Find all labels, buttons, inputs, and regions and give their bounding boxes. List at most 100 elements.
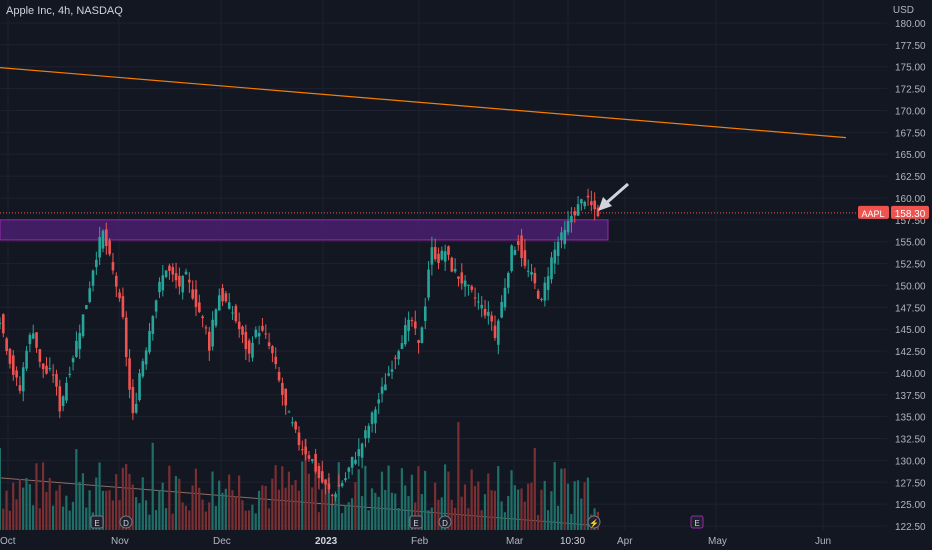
- volume-bar: [208, 502, 211, 530]
- y-tick-label: 147.50: [895, 303, 926, 314]
- candle-body: [244, 331, 248, 350]
- volume-bar: [463, 484, 467, 530]
- volume-bar: [181, 502, 184, 530]
- volume-bar: [247, 510, 251, 530]
- volume-bar: [95, 477, 98, 530]
- candle-body: [310, 459, 314, 462]
- volume-bar: [493, 490, 497, 530]
- candle-body: [497, 320, 500, 345]
- x-tick-label: 10:30: [560, 536, 585, 547]
- candle-body: [297, 432, 301, 446]
- candle-body: [151, 316, 155, 334]
- volume-bar: [424, 470, 427, 530]
- volume-bar: [473, 485, 477, 530]
- annotation-arrow-shaft: [603, 182, 629, 207]
- volume-bar: [218, 480, 221, 530]
- volume-bar: [151, 442, 154, 530]
- volume-bar: [583, 482, 586, 530]
- volume-bar: [500, 501, 503, 530]
- candle-body: [231, 312, 234, 314]
- volume-bar: [201, 499, 204, 530]
- candle-body: [360, 443, 364, 458]
- volume-bar: [241, 500, 244, 530]
- volume-bar: [131, 484, 134, 530]
- volume-bar: [377, 496, 380, 530]
- candle-body: [251, 342, 254, 358]
- x-tick-label: Jun: [815, 536, 831, 547]
- symbol-tag: [858, 205, 889, 219]
- volume-bar: [135, 497, 138, 530]
- volume-bar: [105, 490, 108, 530]
- volume-bar: [71, 501, 75, 530]
- candle-body: [340, 483, 344, 487]
- volume-bar: [354, 482, 357, 530]
- volume-bar: [560, 468, 563, 530]
- candle-body: [55, 374, 58, 387]
- volume-bar: [340, 513, 344, 530]
- candle-body: [410, 319, 414, 321]
- candle-body: [247, 340, 251, 354]
- volume-bar: [98, 462, 101, 530]
- candle-body: [214, 309, 218, 326]
- candle-body: [364, 430, 367, 439]
- volume-bar: [380, 471, 384, 530]
- volume-bar: [234, 496, 237, 530]
- volume-bar: [523, 501, 526, 530]
- candle-body: [11, 355, 15, 375]
- y-tick-label: 162.50: [895, 172, 926, 183]
- volume-bar: [191, 485, 194, 530]
- volume-bar: [321, 489, 324, 530]
- volume-bar: [115, 474, 118, 530]
- candle-body: [18, 385, 22, 391]
- volume-bar: [108, 490, 111, 530]
- volume-bar: [15, 499, 18, 530]
- volume-bar: [22, 487, 25, 530]
- event-label: E: [694, 519, 699, 528]
- candle-body: [530, 271, 533, 275]
- candle-body: [198, 302, 201, 312]
- candle-body: [513, 250, 517, 255]
- event-label: E: [94, 519, 99, 528]
- candle-body: [596, 207, 600, 217]
- candle-body: [277, 371, 281, 381]
- volume-bar: [400, 468, 403, 530]
- candle-body: [98, 236, 101, 258]
- last-price-tag: [891, 205, 929, 219]
- volume-bar: [284, 487, 287, 530]
- volume-bar: [437, 499, 440, 530]
- candle-body: [490, 315, 493, 322]
- volume-bar: [25, 478, 28, 530]
- volume-bar: [347, 502, 350, 530]
- volume-bar: [238, 475, 241, 530]
- volume-bar: [75, 449, 78, 530]
- candle-body: [390, 369, 394, 372]
- volume-bar: [390, 492, 394, 530]
- candle-body: [38, 349, 42, 362]
- candle-body: [291, 422, 294, 424]
- candle-body: [267, 342, 271, 346]
- candle-body: [2, 314, 5, 334]
- volume-bar: [178, 478, 181, 530]
- volume-bar: [48, 478, 51, 530]
- volume-bar: [261, 485, 264, 530]
- volume-bar: [32, 505, 35, 530]
- volume-bar: [470, 469, 473, 530]
- candle-body: [131, 386, 135, 414]
- volume-bar: [81, 473, 85, 530]
- y-tick-label: 145.00: [895, 325, 926, 336]
- volume-bar: [360, 496, 364, 530]
- volume-bar: [12, 482, 15, 530]
- candle-body: [440, 250, 444, 260]
- volume-bar: [141, 477, 144, 530]
- volume-bar: [267, 508, 271, 530]
- volume-bar: [556, 505, 560, 530]
- volume-bar: [457, 422, 460, 530]
- candle-body: [437, 253, 440, 263]
- candle-body: [586, 195, 590, 198]
- volume-bar: [533, 447, 536, 530]
- volume-bar: [231, 490, 234, 530]
- volume-bar: [520, 488, 523, 530]
- candle-body: [583, 201, 587, 207]
